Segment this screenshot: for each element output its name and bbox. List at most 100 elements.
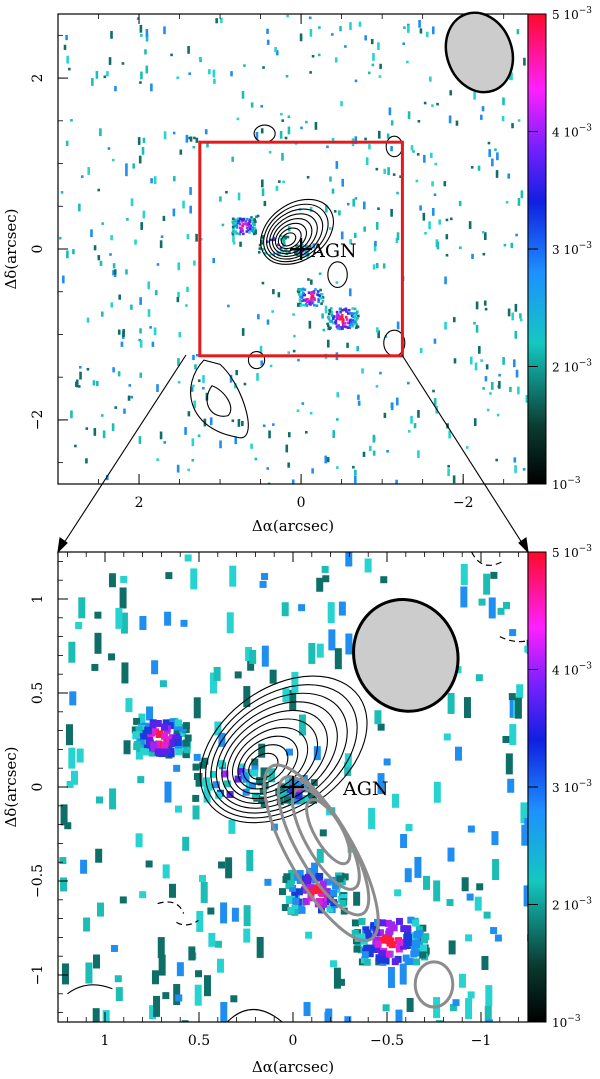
noise-pixel [188, 136, 191, 140]
noise-pixel [495, 458, 499, 462]
noise-pixel [182, 836, 190, 851]
emission-pixel [292, 897, 300, 905]
emission-pixel [337, 324, 340, 327]
noise-pixel [177, 262, 181, 271]
emission-pixel [310, 295, 313, 299]
colorbar-tick-exponent: −3 [579, 241, 593, 251]
emission-pixel [332, 315, 336, 318]
emission-pixel [420, 936, 428, 944]
noise-pixel [99, 128, 102, 137]
noise-pixel [86, 367, 90, 371]
noise-pixel [255, 131, 259, 140]
emission-pixel [192, 763, 200, 771]
y-tick-label: 0 [30, 783, 46, 792]
noise-pixel [333, 210, 337, 213]
noise-pixel [159, 240, 163, 249]
noise-pixel [162, 215, 166, 222]
noise-pixel [446, 899, 454, 907]
noise-pixel [410, 415, 413, 424]
emission-pixel [309, 292, 313, 296]
noise-pixel [255, 215, 258, 219]
noise-pixel [108, 573, 116, 588]
noise-pixel [523, 885, 528, 907]
emission-pixel [282, 250, 285, 253]
noise-pixel [177, 358, 180, 366]
emission-pixel [347, 312, 350, 315]
noise-pixel [288, 869, 296, 884]
emission-pixel [328, 320, 332, 323]
emission-pixel [277, 784, 285, 792]
noise-pixel [460, 564, 468, 586]
emission-pixel [348, 323, 352, 327]
emission-pixel [247, 224, 251, 228]
noise-pixel [194, 984, 202, 1006]
emission-pixel [231, 221, 235, 225]
emission-pixel [249, 224, 252, 228]
noise-pixel [239, 241, 242, 247]
emission-pixel [258, 243, 262, 247]
emission-pixel [336, 875, 344, 883]
noise-pixel [195, 233, 198, 242]
noise-pixel [417, 409, 420, 418]
emission-pixel [238, 222, 242, 226]
emission-pixel [354, 319, 358, 322]
noise-pixel [469, 356, 473, 365]
noise-pixel [383, 758, 391, 766]
noise-pixel [491, 831, 499, 846]
noise-pixel [354, 136, 358, 145]
noise-pixel [281, 152, 284, 161]
noise-pixel [436, 102, 439, 106]
colorbar-tick-exponent: −3 [579, 6, 593, 16]
emission-pixel [254, 220, 257, 224]
noise-pixel [429, 76, 432, 82]
noise-pixel [449, 1004, 457, 1012]
noise-pixel [364, 35, 367, 41]
noise-pixel [291, 671, 299, 693]
emission-pixel [149, 721, 157, 729]
noise-pixel [176, 962, 184, 977]
noise-pixel [423, 101, 427, 105]
noise-pixel [298, 604, 306, 612]
emission-pixel [338, 307, 342, 311]
noise-pixel [407, 25, 410, 33]
emission-pixel [335, 325, 339, 328]
colorbar-tick-exponent: −3 [579, 359, 593, 369]
noise-pixel [110, 30, 113, 39]
emission-pixel [324, 878, 332, 886]
noise-pixel [260, 105, 264, 108]
emission-pixel [346, 326, 350, 329]
noise-pixel [423, 154, 426, 163]
colorbar-tick-label: 5 10−3 [552, 6, 592, 22]
noise-pixel [215, 18, 218, 24]
emission-pixel [338, 327, 342, 330]
co-contour [327, 261, 348, 289]
noise-pixel [293, 334, 296, 338]
noise-pixel [448, 430, 451, 439]
noise-pixel [321, 565, 329, 573]
emission-pixel [335, 310, 339, 314]
noise-pixel [96, 380, 99, 387]
noise-pixel [220, 17, 223, 23]
emission-pixel [244, 769, 252, 777]
noise-pixel [163, 131, 167, 140]
emission-pixel [251, 769, 259, 777]
noise-pixel [108, 57, 112, 65]
noise-pixel [481, 230, 485, 234]
noise-pixel [256, 214, 260, 218]
emission-pixel [305, 304, 309, 307]
emission-pixel [318, 297, 322, 300]
noise-pixel [91, 78, 94, 86]
emission-pixel [279, 791, 287, 799]
top-agn-label: AGN [310, 240, 357, 262]
emission-pixel [319, 288, 322, 292]
noise-pixel [142, 210, 146, 219]
emission-pixel [282, 241, 286, 244]
x-tick-label: −1 [471, 1033, 492, 1049]
noise-pixel [502, 357, 505, 365]
noise-pixel [364, 558, 372, 573]
noise-pixel [197, 379, 201, 383]
noise-pixel [364, 137, 367, 141]
noise-pixel [212, 257, 216, 264]
noise-pixel [354, 197, 358, 200]
noise-pixel [334, 57, 338, 63]
